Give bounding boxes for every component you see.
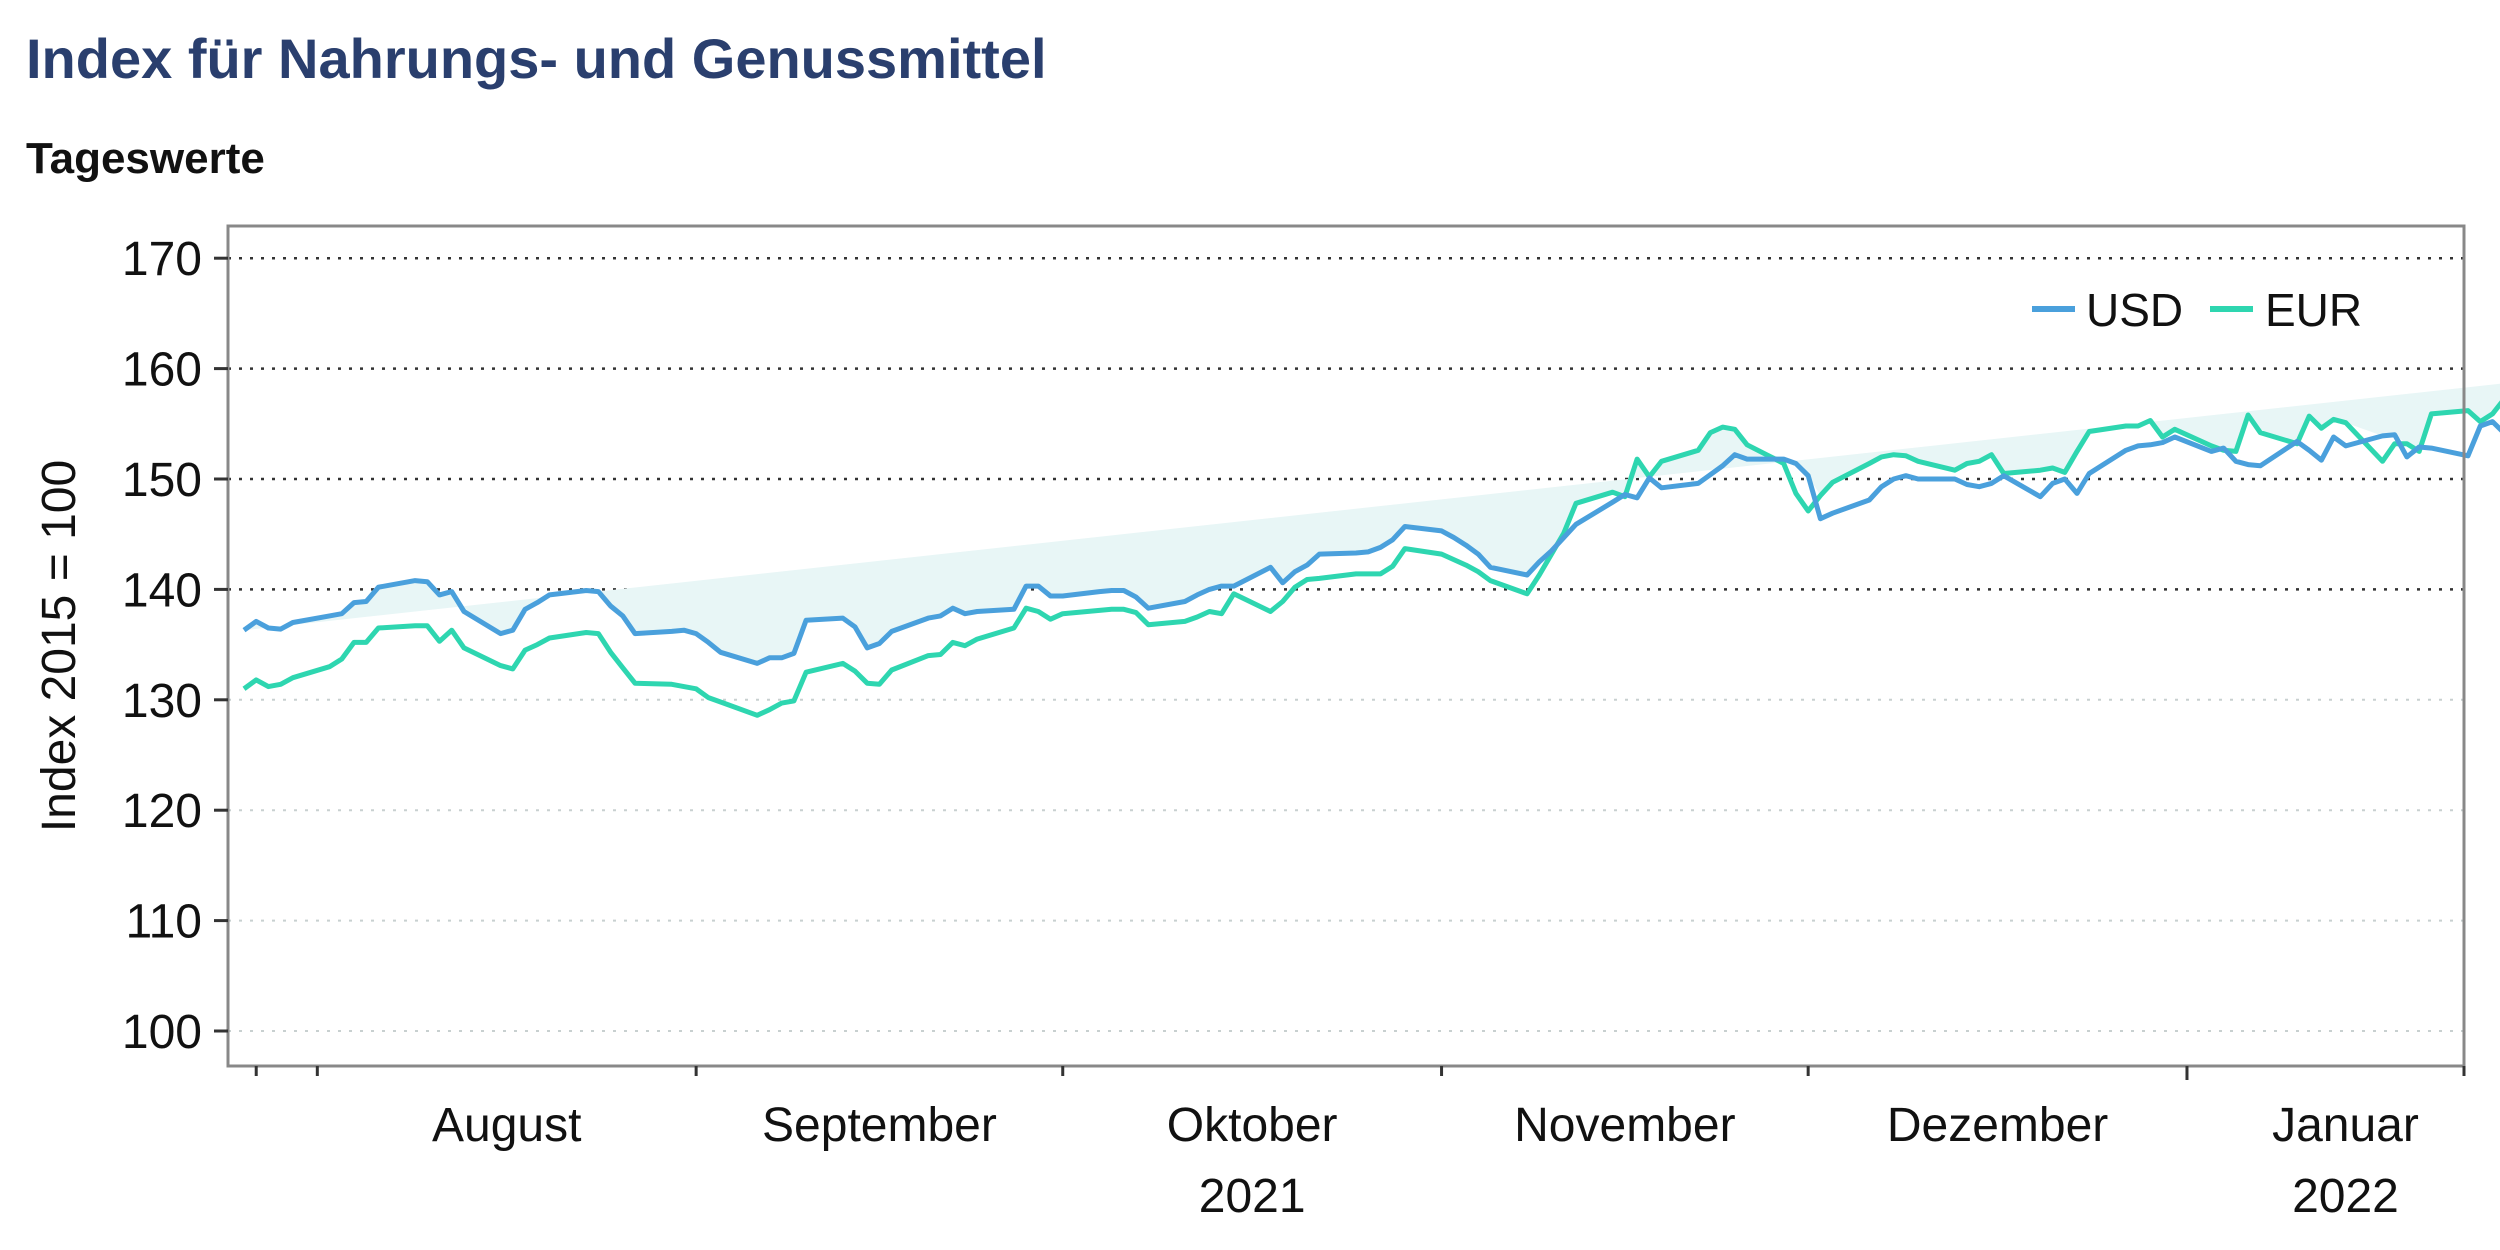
x-tick-label-month: November: [1514, 1099, 1735, 1152]
plot-frame: [226, 224, 2466, 1068]
y-tick-label: 160: [122, 344, 202, 397]
area-fill: [244, 383, 2500, 664]
x-tick-label-month: Oktober: [1167, 1099, 1338, 1152]
y-tick-label: 130: [122, 675, 202, 728]
x-tick-label-month: September: [762, 1099, 997, 1152]
y-tick-label: 170: [122, 233, 202, 286]
x-tick-label-month: August: [432, 1099, 581, 1152]
y-axis-title: Index 2015 = 100: [33, 460, 86, 832]
y-tick-label: 120: [122, 785, 202, 838]
area-under-lines: [244, 383, 2500, 664]
x-axis: August September Oktober November Dezember Ja…: [254, 1066, 2466, 1223]
chart-title: Index für Nahrungs- und Genussmittel: [26, 27, 1047, 90]
y-tick-label: 110: [125, 896, 202, 949]
series-line-eur: [242, 400, 2500, 718]
series-lines: [242, 400, 2500, 718]
legend-label-eur: EUR: [2265, 284, 2362, 336]
y-axis: 100 110 120 130 140 150 160 170: [122, 233, 228, 1059]
x-tick-label-year: 2022: [2292, 1170, 2399, 1223]
series-line-usd: [242, 419, 2500, 666]
gridlines: [228, 256, 2464, 1032]
y-tick-label: 140: [122, 564, 202, 617]
legend: USD EUR: [2032, 284, 2362, 336]
legend-label-usd: USD: [2086, 284, 2183, 336]
chart-subtitle: Tageswerte: [26, 134, 265, 183]
y-tick-label: 150: [122, 454, 202, 507]
x-tick-label-month: Dezember: [1887, 1099, 2108, 1152]
x-tick-label-month: Januar: [2272, 1099, 2419, 1152]
x-tick-label-year: 2021: [1199, 1170, 1306, 1223]
y-tick-label: 100: [122, 1006, 202, 1059]
